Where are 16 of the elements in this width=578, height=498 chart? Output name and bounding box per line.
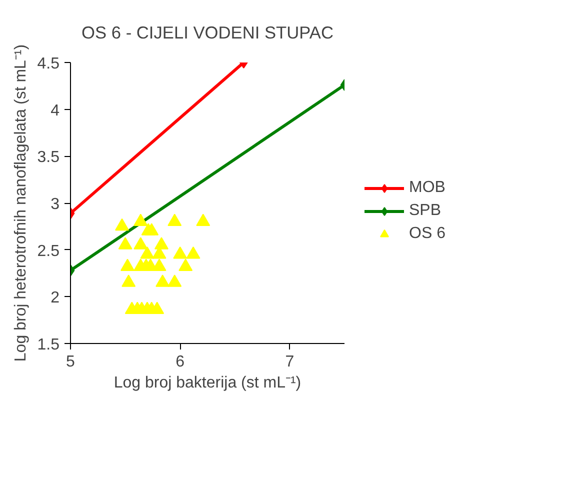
y-tick-label: 3.5 (37, 149, 60, 166)
legend-label: MOB (409, 179, 446, 197)
x-tick-label: 6 (176, 354, 185, 370)
y-tick-label: 3 (50, 196, 60, 213)
x-tick-label: 7 (285, 354, 294, 370)
x-axis-title: Log broj bakterija (st mL⁻¹) (114, 374, 302, 392)
x-tick-label: 5 (66, 354, 76, 370)
y-tick-label: 4.5 (37, 56, 60, 72)
y-tick-label: 1.5 (37, 336, 60, 354)
chart-title: OS 6 - CIJELI VODENI STUPAC (82, 22, 334, 42)
y-tick-label: 2.5 (37, 242, 60, 260)
y-tick-label: 2 (50, 290, 60, 307)
legend-label: OS 6 (409, 225, 446, 243)
y-axis-title: Log broj heterotrofnih nanoflagelata (st mL⁻¹) (12, 44, 30, 362)
legend-label: SPB (409, 202, 442, 220)
y-tick-label: 4 (50, 102, 60, 120)
